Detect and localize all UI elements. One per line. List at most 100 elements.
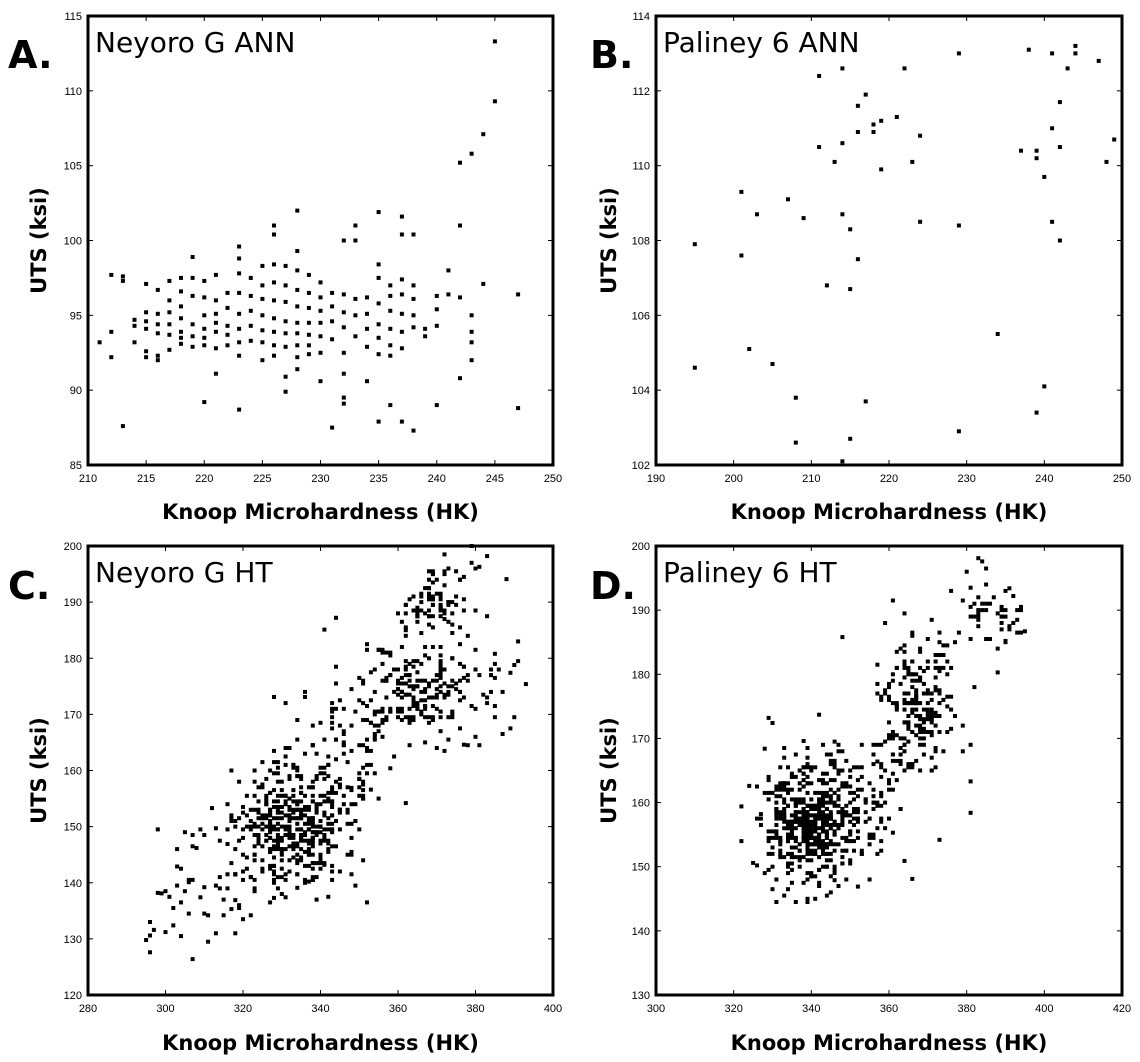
- x-tick-label: 245: [486, 473, 504, 485]
- data-point: [1003, 614, 1008, 619]
- data-point: [365, 762, 369, 767]
- data-point: [976, 608, 981, 613]
- data-point: [287, 844, 292, 849]
- data-point: [801, 823, 806, 827]
- data-point: [828, 816, 833, 821]
- data-point: [349, 723, 354, 728]
- data-point: [283, 754, 288, 759]
- data-point: [330, 709, 335, 714]
- data-point: [832, 790, 837, 795]
- data-point: [941, 749, 946, 754]
- data-point: [326, 762, 331, 767]
- data-point: [438, 605, 443, 610]
- data-point: [929, 720, 934, 725]
- data-point: [295, 885, 300, 890]
- data-point: [341, 401, 346, 406]
- data-point: [399, 292, 404, 297]
- y-tick-label: 105: [64, 161, 82, 173]
- data-point: [318, 308, 323, 313]
- y-tick-label: 130: [632, 990, 650, 1002]
- data-point: [299, 835, 304, 840]
- data-point: [272, 855, 276, 860]
- data-point: [801, 784, 806, 789]
- data-point: [890, 678, 895, 683]
- data-point: [458, 661, 462, 666]
- data-point: [887, 720, 891, 725]
- data-point: [817, 712, 822, 717]
- data-point: [314, 875, 319, 880]
- data-point: [306, 352, 311, 357]
- data-point: [237, 311, 242, 316]
- data-point: [442, 572, 447, 577]
- data-point: [275, 835, 280, 840]
- data-point: [306, 847, 311, 852]
- data-point: [411, 687, 416, 692]
- data-point: [407, 718, 412, 722]
- data-point: [485, 695, 490, 700]
- scatter-chart-b: 190 200 210 220 230 240 2501021041061081101121…: [590, 11, 1131, 524]
- data-point: [438, 594, 443, 599]
- data-point: [306, 805, 311, 809]
- data-point: [283, 344, 288, 349]
- data-point: [198, 827, 203, 832]
- data-point: [326, 827, 331, 832]
- data-point: [941, 697, 946, 702]
- data-point: [407, 743, 412, 748]
- data-point: [446, 268, 451, 273]
- data-point: [910, 762, 915, 767]
- y-tick-label: 170: [64, 709, 82, 721]
- data-point: [198, 895, 203, 900]
- data-point: [260, 816, 265, 821]
- plot-frame: [86, 544, 555, 997]
- data-point: [817, 145, 822, 149]
- data-point: [960, 723, 965, 728]
- data-point: [221, 913, 226, 918]
- data-point: [213, 329, 218, 334]
- data-point: [326, 799, 331, 804]
- data-point: [415, 605, 420, 610]
- data-point: [322, 776, 327, 781]
- data-point: [291, 799, 296, 804]
- data-point: [500, 732, 505, 736]
- data-point: [793, 752, 798, 757]
- data-point: [766, 839, 771, 844]
- data-point: [415, 704, 420, 708]
- data-point: [945, 643, 950, 648]
- data-point: [824, 864, 829, 869]
- data-point: [353, 296, 358, 301]
- data-point: [1034, 156, 1039, 161]
- data-point: [786, 823, 790, 827]
- data-point: [275, 838, 280, 843]
- data-point: [318, 841, 323, 846]
- data-point: [786, 832, 790, 837]
- data-point: [334, 790, 338, 795]
- data-point: [844, 848, 849, 853]
- data-point: [914, 733, 919, 738]
- data-point: [473, 667, 478, 672]
- data-point: [252, 768, 257, 773]
- data-point: [828, 813, 833, 818]
- data-point: [933, 746, 938, 750]
- data-point: [272, 877, 276, 882]
- data-point: [458, 726, 462, 731]
- data-point: [770, 790, 775, 795]
- data-point: [817, 845, 822, 850]
- x-tick-label: 280: [79, 1003, 97, 1015]
- data-point: [349, 802, 354, 807]
- data-point: [793, 395, 798, 400]
- data-point: [279, 875, 284, 880]
- data-point: [840, 212, 845, 217]
- data-point: [805, 765, 810, 770]
- data-point: [879, 803, 884, 808]
- data-point: [213, 311, 218, 316]
- data-point: [318, 280, 323, 285]
- data-point: [303, 807, 307, 812]
- data-point: [275, 771, 280, 776]
- data-point: [411, 718, 416, 722]
- data-point: [929, 717, 934, 722]
- data-point: [132, 323, 137, 328]
- data-point: [910, 876, 915, 881]
- data-point: [415, 701, 420, 706]
- data-point: [879, 794, 884, 799]
- data-point: [890, 758, 895, 763]
